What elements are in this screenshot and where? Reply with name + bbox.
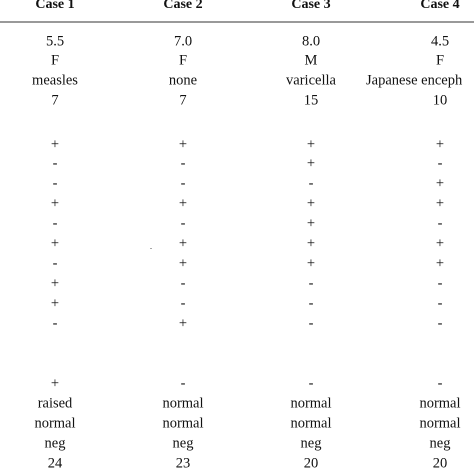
cell: 20 [433, 455, 448, 471]
cell: - [309, 375, 314, 391]
cell: Japanese enceph [366, 72, 463, 88]
cell: neg [430, 435, 451, 451]
cell: - [181, 295, 186, 311]
cell: normal [419, 395, 460, 411]
cell: raised [38, 395, 73, 411]
cell: - [309, 175, 314, 191]
cell: measles [32, 72, 78, 88]
cell: - [181, 215, 186, 231]
column-header: Case 2 [163, 0, 202, 12]
cell: + [436, 175, 444, 191]
cell: F [436, 52, 444, 68]
cell: neg [301, 435, 322, 451]
cell: + [436, 255, 444, 271]
cell: + [51, 235, 59, 251]
cell: - [181, 375, 186, 391]
cell: + [436, 136, 444, 152]
cell: + [436, 235, 444, 251]
cell: none [169, 72, 197, 88]
cell: normal [419, 415, 460, 431]
cell: varicella [286, 72, 336, 88]
cell: + [51, 136, 59, 152]
cell: - [53, 155, 58, 171]
cell: + [307, 235, 315, 251]
cell: 8.0 [302, 33, 320, 49]
column-header: Case 1 [35, 0, 74, 12]
cell: - [53, 315, 58, 331]
cell: + [179, 255, 187, 271]
cell: 10 [433, 92, 448, 108]
cell: + [307, 136, 315, 152]
cell: - [309, 275, 314, 291]
column-header: Case 3 [291, 0, 330, 12]
cell: - [53, 215, 58, 231]
cell: normal [290, 415, 331, 431]
cell: 23 [176, 455, 191, 471]
cell: 15 [304, 92, 319, 108]
cell: 5.5 [46, 33, 64, 49]
cell: - [438, 275, 443, 291]
cell: - [438, 375, 443, 391]
cell: + [307, 255, 315, 271]
cell: 4.5 [431, 33, 449, 49]
cell: normal [162, 415, 203, 431]
cell: + [51, 375, 59, 391]
cell: + [179, 136, 187, 152]
cell: 20 [304, 455, 319, 471]
cell: + [307, 215, 315, 231]
cell: - [53, 255, 58, 271]
cell: - [438, 295, 443, 311]
cell: + [179, 195, 187, 211]
cell: F [179, 52, 187, 68]
cell: normal [162, 395, 203, 411]
cell: + [51, 295, 59, 311]
cell: normal [34, 415, 75, 431]
cell: - [181, 275, 186, 291]
cell: + [51, 275, 59, 291]
cell: + [307, 195, 315, 211]
cell: - [438, 155, 443, 171]
cell: + [436, 195, 444, 211]
cell: - [438, 315, 443, 331]
cell: - [309, 295, 314, 311]
cell: - [181, 175, 186, 191]
cell: + [307, 155, 315, 171]
cell: 7.0 [174, 33, 192, 49]
cell: 7 [179, 92, 186, 108]
cell: 7 [51, 92, 58, 108]
cell: - [53, 175, 58, 191]
cell: neg [45, 435, 66, 451]
cell: F [51, 52, 59, 68]
cell: - [309, 315, 314, 331]
cell: neg [173, 435, 194, 451]
cell: 24 [48, 455, 63, 471]
cell: + [179, 315, 187, 331]
cell: + [51, 195, 59, 211]
cell: - [438, 215, 443, 231]
speck: . [150, 242, 152, 251]
cell: - [181, 155, 186, 171]
cell: + [179, 235, 187, 251]
cell: M [305, 52, 318, 68]
column-header: Case 4 [420, 0, 459, 12]
cell: normal [290, 395, 331, 411]
